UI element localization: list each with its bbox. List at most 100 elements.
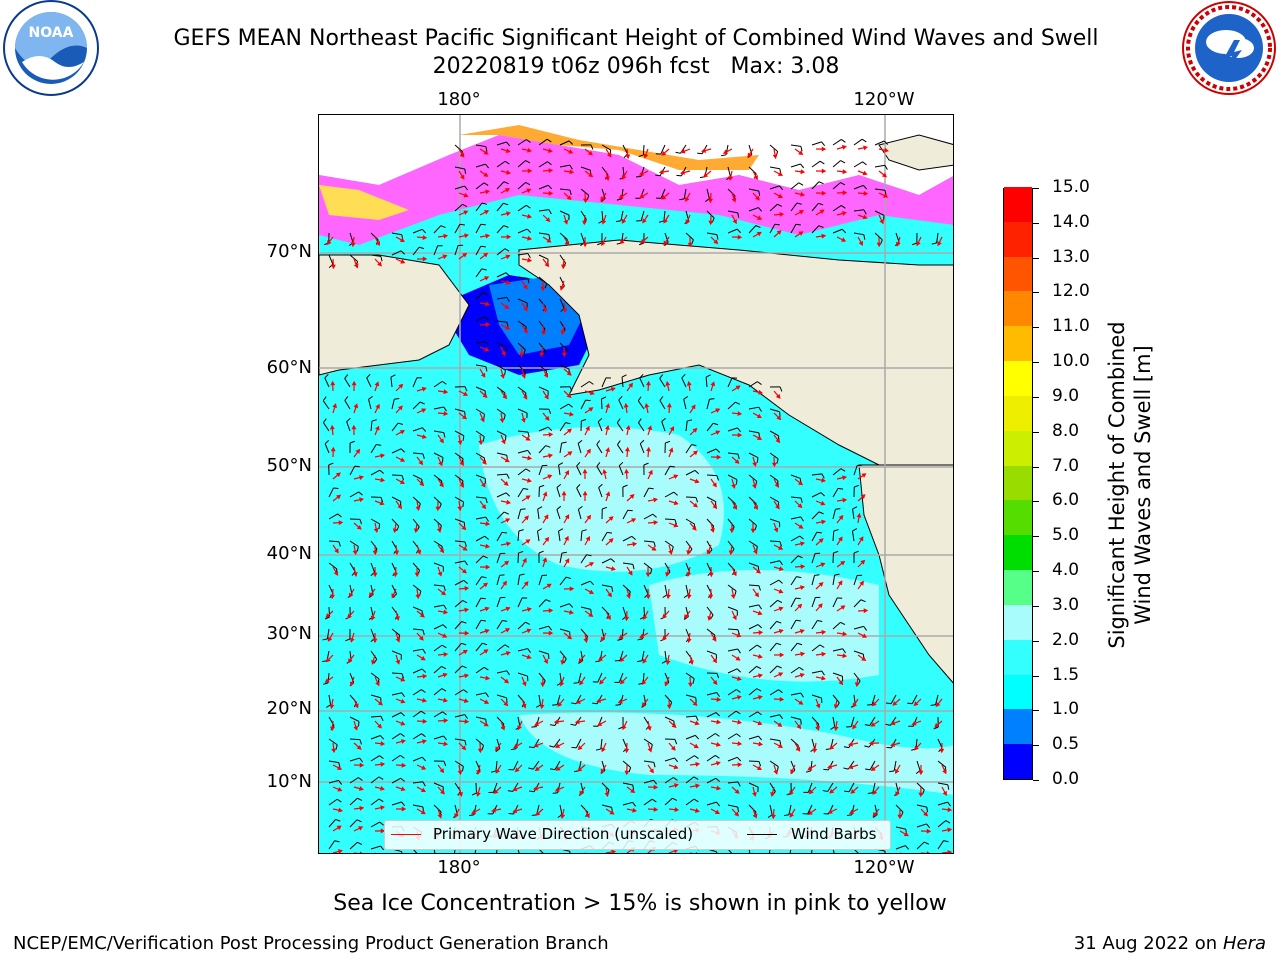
wind-barb <box>769 452 779 460</box>
wave-arrow <box>858 852 859 853</box>
wind-barb-flag <box>911 242 917 246</box>
wave-arrow-head <box>775 438 781 444</box>
wave-arrow-head <box>926 828 932 834</box>
wave-arrow-head <box>548 630 554 636</box>
colorbar-segment <box>1004 430 1032 466</box>
wind-barb-flag <box>737 807 740 813</box>
wind-barb <box>475 576 482 586</box>
wind-barb-flag <box>598 483 603 488</box>
wind-barb <box>454 166 465 170</box>
wind-barb <box>890 694 897 704</box>
wave-arrow-head <box>352 572 358 577</box>
wave-arrow-head <box>821 651 827 657</box>
wind-barb <box>475 245 482 256</box>
wave-arrow-head <box>334 548 339 554</box>
wind-barb <box>577 443 582 454</box>
wind-barb-flag <box>757 381 762 385</box>
wind-barb-flag <box>923 841 929 845</box>
colorbar-segment <box>1004 604 1032 640</box>
wave-arrow-head <box>521 373 527 379</box>
wave-arrow-head <box>611 849 617 853</box>
wind-barb <box>412 427 423 432</box>
wind-barb <box>685 444 692 454</box>
wave-arrow-head <box>438 461 443 467</box>
wind-barb <box>517 342 526 351</box>
wind-barb-flag <box>814 574 820 576</box>
wind-barb <box>659 378 666 388</box>
wave-arrow-head <box>774 482 779 489</box>
wind-barb-flag <box>776 665 782 669</box>
wave-arrow-head <box>512 786 518 792</box>
wave-arrow-head <box>862 214 868 220</box>
wind-barb <box>790 474 801 479</box>
wave-arrow-head <box>501 351 506 357</box>
wave-arrow-head <box>708 572 714 578</box>
wind-barb <box>790 555 799 564</box>
wind-barb-flag <box>649 569 653 575</box>
wave-arrow-head <box>377 261 382 267</box>
wave-arrow-head <box>812 748 818 754</box>
wind-barb <box>683 188 687 199</box>
wind-barb <box>538 625 549 630</box>
wind-barb <box>685 232 694 241</box>
wind-barb-flag <box>586 554 592 557</box>
wind-barb-flag <box>639 373 644 379</box>
wind-barb <box>433 380 443 388</box>
wind-barb <box>454 621 462 630</box>
wave-arrow-head <box>716 719 722 725</box>
wind-barb-flag <box>833 529 839 532</box>
wave-arrow-head <box>935 702 941 708</box>
wind-barb <box>706 777 717 784</box>
wind-barb <box>748 496 757 505</box>
wind-barb <box>433 406 444 410</box>
wind-barb <box>727 668 738 674</box>
wave-arrow-head <box>480 417 485 423</box>
wind-barb-flag <box>569 603 574 608</box>
wind-barb <box>748 225 757 234</box>
wind-barb-flag <box>525 160 531 164</box>
wind-barb <box>790 692 801 696</box>
wave-arrow-head <box>756 435 763 440</box>
wind-barb <box>349 465 356 476</box>
wave-arrow-head <box>566 428 572 434</box>
wave-arrow-head <box>359 762 365 768</box>
wind-barb <box>538 465 543 476</box>
wave-arrow-head <box>477 748 483 754</box>
wind-barb <box>366 377 372 388</box>
wind-barb <box>328 798 338 806</box>
wave-arrow <box>564 852 565 853</box>
wind-barb <box>874 188 885 191</box>
wind-barb-flag <box>863 234 866 240</box>
wave-arrow-head <box>582 198 588 204</box>
wind-barb-flag <box>860 599 866 603</box>
wind-barb <box>853 575 858 586</box>
wind-barb-flag <box>421 689 426 693</box>
wind-barb-flag <box>419 246 425 250</box>
wave-arrow-head <box>523 581 529 587</box>
wind-barb <box>390 377 393 388</box>
wave-arrow-head <box>542 557 548 563</box>
wind-barb <box>807 782 813 793</box>
wave-arrow-head <box>563 219 569 225</box>
wind-barb <box>874 140 885 146</box>
wind-barb <box>475 452 485 459</box>
wind-barb <box>706 188 710 199</box>
wind-barb <box>391 250 402 256</box>
wave-arrow-head <box>715 742 721 747</box>
wind-barb <box>559 232 568 241</box>
sea-ice-area <box>319 135 953 245</box>
wind-barb-flag <box>505 492 511 497</box>
wind-barb <box>496 225 505 234</box>
wind-barb <box>600 398 603 410</box>
wind-barb <box>769 224 776 234</box>
wave-arrow-head <box>350 242 356 248</box>
wave-arrow-head <box>648 469 653 475</box>
wave-arrow-head <box>395 659 401 665</box>
wave-arrow-head <box>522 557 527 563</box>
wind-barb-flag <box>756 665 762 670</box>
wind-barb <box>538 342 546 352</box>
wind-barb <box>621 376 624 388</box>
wave-arrow-head <box>566 195 572 200</box>
wind-barb-flag <box>632 802 637 807</box>
wind-barb <box>874 210 885 216</box>
